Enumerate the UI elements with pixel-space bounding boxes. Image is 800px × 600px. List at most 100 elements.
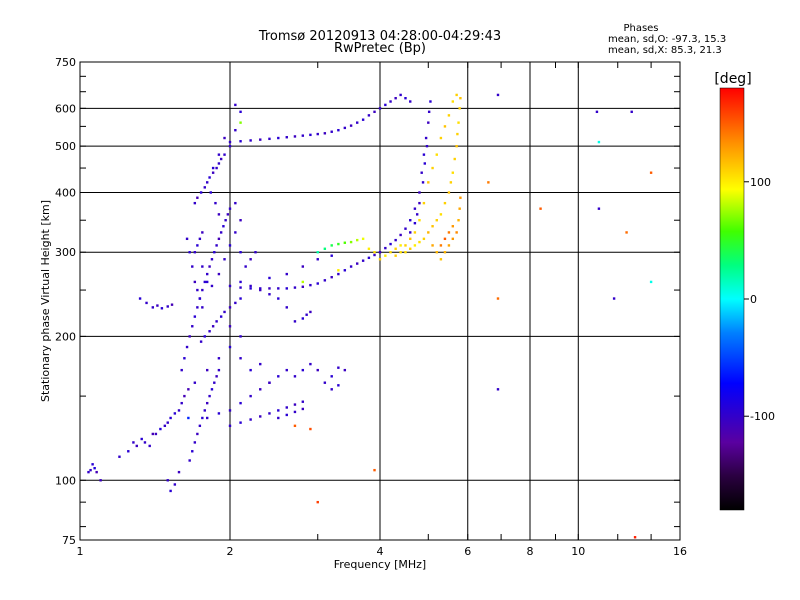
data-point: [394, 238, 397, 242]
data-point: [422, 237, 426, 241]
data-point: [213, 251, 216, 254]
data-point: [309, 283, 312, 287]
data-point: [205, 272, 209, 276]
data-point: [196, 288, 199, 292]
data-point: [301, 317, 305, 320]
data-point: [404, 244, 407, 247]
y-tick-label: 750: [55, 56, 76, 69]
data-point: [215, 320, 218, 323]
data-point: [427, 231, 430, 234]
data-point: [496, 388, 500, 391]
data-point: [439, 213, 443, 216]
data-point: [384, 103, 387, 107]
data-point: [199, 191, 203, 194]
data-point: [455, 231, 458, 234]
data-point: [127, 450, 130, 453]
data-point: [211, 325, 215, 328]
data-point: [201, 416, 204, 420]
data-point: [148, 444, 151, 448]
data-point: [349, 240, 353, 244]
data-point: [404, 251, 407, 254]
data-point: [625, 231, 628, 234]
data-point: [487, 181, 490, 184]
data-point: [219, 315, 223, 318]
data-point: [173, 412, 177, 415]
data-point: [373, 253, 376, 257]
data-point: [301, 368, 305, 372]
data-point: [234, 201, 237, 205]
data-point: [277, 136, 280, 140]
data-point: [166, 479, 169, 482]
data-point: [259, 388, 262, 391]
x-tick-label: 10: [571, 545, 585, 558]
data-point: [293, 424, 297, 428]
data-point: [239, 421, 242, 424]
data-point: [418, 201, 421, 205]
data-point: [249, 394, 252, 398]
data-point: [355, 121, 359, 124]
data-point: [259, 288, 262, 292]
data-point: [201, 265, 204, 268]
data-point: [323, 279, 327, 282]
data-point: [196, 196, 199, 199]
data-point: [208, 394, 211, 398]
data-point: [451, 171, 455, 174]
data-point: [389, 242, 392, 246]
data-point: [249, 284, 252, 288]
data-point: [173, 483, 177, 486]
data-point: [301, 407, 305, 411]
data-point: [378, 258, 382, 261]
data-point: [177, 409, 181, 412]
data-point: [151, 306, 155, 309]
data-point: [439, 258, 443, 261]
x-tick-label: 2: [227, 545, 234, 558]
data-point: [394, 254, 397, 257]
data-point: [449, 181, 453, 184]
data-point: [595, 110, 599, 114]
data-point: [424, 136, 428, 140]
data-point: [234, 301, 237, 305]
data-point: [413, 244, 417, 247]
colorbar-tick-label: 0: [750, 293, 757, 306]
data-point: [191, 450, 194, 453]
data-point: [285, 136, 288, 139]
data-point: [239, 297, 242, 300]
data-point: [330, 375, 333, 378]
data-point: [439, 136, 443, 140]
data-point: [343, 269, 347, 272]
data-point: [285, 287, 288, 290]
data-point: [140, 437, 143, 441]
y-tick-label: 200: [55, 330, 76, 343]
data-point: [367, 247, 371, 250]
data-point: [159, 427, 162, 431]
data-point: [268, 381, 271, 384]
data-point: [203, 280, 206, 284]
data-point: [323, 247, 327, 250]
data-point: [217, 368, 221, 372]
data-point: [166, 421, 169, 424]
data-point: [293, 320, 297, 323]
data-point: [422, 153, 426, 156]
data-point: [399, 251, 402, 254]
data-point: [378, 251, 382, 254]
data-point: [343, 126, 347, 130]
y-axis-label: Stationary phase Virtual Height [km]: [39, 200, 52, 402]
data-point: [198, 424, 202, 428]
stats-heading: Phases: [623, 23, 658, 34]
data-point: [205, 368, 209, 372]
data-point: [193, 441, 197, 444]
data-point: [649, 171, 653, 174]
data-point: [191, 325, 194, 328]
data-point: [210, 284, 214, 288]
data-point: [597, 140, 601, 144]
data-point: [143, 441, 147, 444]
data-point: [234, 128, 237, 132]
data-point: [423, 162, 426, 165]
data-point: [228, 144, 232, 148]
data-point: [361, 259, 365, 262]
data-point: [443, 237, 447, 241]
data-point: [208, 176, 211, 179]
data-point: [217, 213, 221, 216]
x-tick-label: 1: [77, 545, 84, 558]
data-point: [185, 345, 189, 349]
